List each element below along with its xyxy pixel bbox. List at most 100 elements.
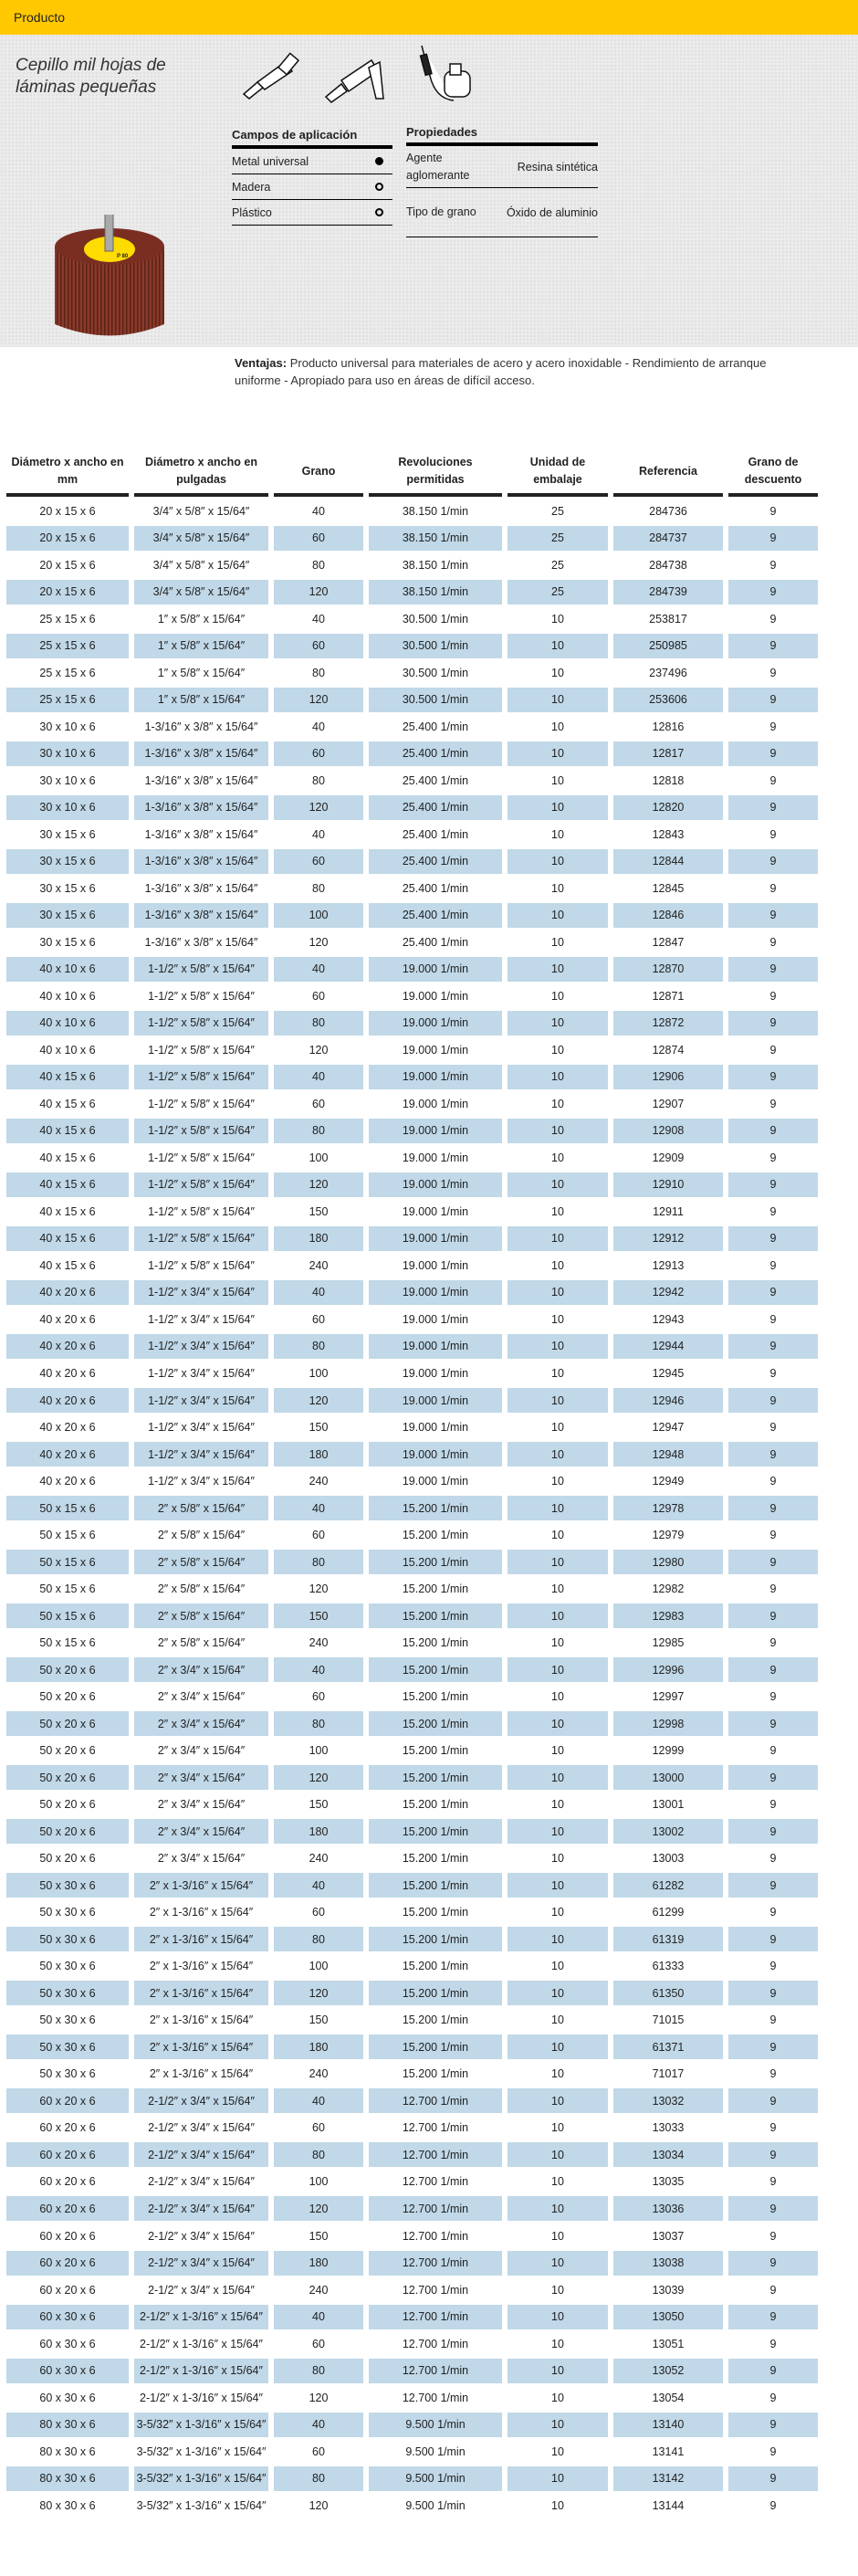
cell-grano-descuento: 9: [728, 1603, 818, 1629]
cell-revoluciones: 15.200 1/min: [402, 1744, 469, 1758]
cell-grano: 60: [312, 1529, 325, 1542]
cell-grano: 120: [274, 579, 363, 605]
cell-diametro-pulgadas: 2-1/2″ x 3/4″ x 15/64″: [134, 2088, 268, 2114]
cell-diametro-pulgadas: 1-1/2″ x 3/4″ x 15/64″: [134, 1279, 268, 1305]
cell-referencia: 12847: [652, 935, 685, 949]
cell-grano-descuento: 9: [728, 1388, 818, 1414]
cell-referencia: 12949: [652, 1475, 685, 1488]
cell-referencia: 253606: [613, 687, 723, 712]
cell-diametro-mm: 50 x 15 x 6: [39, 1582, 96, 1596]
cell-revoluciones: 19.000 1/min: [402, 1043, 469, 1057]
cell-grano-descuento: 9: [769, 935, 777, 949]
cell-unidad-embalaje: 10: [507, 1010, 608, 1036]
cell-revoluciones: 19.000 1/min: [402, 1421, 469, 1435]
propiedad-value: Óxido de aluminio: [506, 205, 598, 219]
cell-diametro-mm: 40 x 15 x 6: [6, 1172, 129, 1197]
cell-grano-descuento: 9: [728, 1010, 818, 1036]
product-title: Cepillo mil hojas de láminas pequeñas: [16, 56, 166, 97]
empty-circle-icon: [375, 208, 383, 216]
cell-grano: 120: [274, 1981, 363, 2006]
cell-grano-descuento: 9: [769, 1529, 777, 1542]
cell-revoluciones: 19.000 1/min: [369, 1225, 502, 1251]
cell-grano: 60: [312, 2337, 325, 2350]
cell-diametro-pulgadas: 2″ x 1-3/16″ x 15/64″: [134, 1873, 268, 1898]
cell-referencia: 284737: [613, 525, 723, 551]
cell-unidad-embalaje: 10: [551, 1258, 564, 1272]
cell-diametro-mm: 50 x 15 x 6: [6, 1603, 129, 1629]
cell-revoluciones: 15.200 1/min: [402, 1582, 469, 1596]
cell-unidad-embalaje: 10: [507, 2358, 608, 2383]
cell-grano-descuento: 9: [769, 989, 777, 1003]
cell-diametro-mm: 50 x 20 x 6: [6, 1765, 129, 1791]
cell-grano: 120: [274, 1172, 363, 1197]
cell-diametro-mm: 60 x 20 x 6: [39, 2283, 96, 2297]
cell-unidad-embalaje: 10: [507, 2142, 608, 2168]
cell-diametro-mm: 50 x 20 x 6: [6, 1657, 129, 1683]
cell-grano: 60: [312, 2121, 325, 2135]
cell-unidad-embalaje: 10: [507, 2250, 608, 2276]
cell-grano: 120: [274, 794, 363, 820]
cell-unidad-embalaje: 25: [507, 579, 608, 605]
cell-grano-descuento: 9: [728, 525, 818, 551]
cell-revoluciones: 30.500 1/min: [402, 612, 469, 626]
cell-diametro-pulgadas: 2-1/2″ x 3/4″ x 15/64″: [148, 2229, 255, 2243]
cell-referencia: 61319: [613, 1927, 723, 1952]
cell-grano-descuento: 9: [769, 2337, 777, 2350]
cell-unidad-embalaje: 10: [551, 2391, 564, 2404]
cell-referencia: 12818: [652, 773, 685, 787]
cell-grano: 80: [274, 1118, 363, 1143]
cell-grano-descuento: 9: [769, 720, 777, 733]
cell-unidad-embalaje: 10: [507, 1172, 608, 1197]
cell-unidad-embalaje: 10: [507, 1981, 608, 2006]
cell-revoluciones: 15.200 1/min: [402, 1529, 469, 1542]
cell-grano-descuento: 9: [728, 2196, 818, 2222]
cell-diametro-pulgadas: 2″ x 1-3/16″ x 15/64″: [149, 1906, 254, 1919]
cell-grano: 60: [274, 741, 363, 766]
cell-diametro-mm: 60 x 30 x 6: [6, 2304, 129, 2329]
cell-grano: 60: [312, 1312, 325, 1326]
cell-diametro-pulgadas: 3/4″ x 5/8″ x 15/64″: [152, 558, 250, 572]
cell-unidad-embalaje: 10: [507, 1765, 608, 1791]
cell-diametro-pulgadas: 2-1/2″ x 1-3/16″ x 15/64″: [140, 2391, 263, 2404]
cell-grano: 150: [309, 2229, 329, 2243]
cell-grano: 240: [309, 1258, 329, 1272]
cell-diametro-mm: 50 x 30 x 6: [6, 1873, 129, 1898]
cell-grano-descuento: 9: [728, 1927, 818, 1952]
cell-diametro-pulgadas: 2″ x 1-3/16″ x 15/64″: [149, 1960, 254, 1973]
column-header-revoluciones: Revoluciones permitidas: [369, 449, 502, 497]
cell-unidad-embalaje: 10: [551, 1852, 564, 1866]
cell-unidad-embalaje: 10: [507, 1118, 608, 1143]
cell-grano: 120: [309, 935, 329, 949]
cell-grano: 80: [274, 1550, 363, 1575]
cell-revoluciones: 12.700 1/min: [369, 2088, 502, 2114]
cell-grano-descuento: 9: [728, 1657, 818, 1683]
cell-diametro-pulgadas: 1-1/2″ x 5/8″ x 15/64″: [134, 1225, 268, 1251]
cell-diametro-mm: 60 x 20 x 6: [6, 2142, 129, 2168]
cell-grano: 120: [274, 687, 363, 712]
cell-diametro-pulgadas: 1-3/16″ x 3/8″ x 15/64″: [134, 902, 268, 928]
header-label: Producto: [14, 10, 66, 25]
cell-diametro-mm: 20 x 15 x 6: [6, 525, 129, 551]
cell-revoluciones: 30.500 1/min: [402, 666, 469, 679]
cell-referencia: 13054: [652, 2391, 685, 2404]
cell-revoluciones: 30.500 1/min: [369, 633, 502, 658]
cell-diametro-mm: 80 x 30 x 6: [39, 2445, 96, 2458]
propiedad-row: Agente aglomerante Resina sintética: [406, 146, 598, 188]
cell-unidad-embalaje: 10: [551, 1582, 564, 1596]
cell-grano-descuento: 9: [728, 902, 818, 928]
cell-diametro-pulgadas: 1″ x 5/8″ x 15/64″: [157, 612, 246, 626]
cell-grano-descuento: 9: [728, 2142, 818, 2168]
cell-referencia: 12996: [613, 1657, 723, 1683]
cell-diametro-pulgadas: 2″ x 3/4″ x 15/64″: [157, 1744, 246, 1758]
cell-revoluciones: 15.200 1/min: [369, 1711, 502, 1737]
cell-diametro-pulgadas: 2″ x 3/4″ x 15/64″: [134, 1819, 268, 1845]
cell-diametro-pulgadas: 1-1/2″ x 5/8″ x 15/64″: [134, 956, 268, 982]
cell-referencia: 61282: [613, 1873, 723, 1898]
cell-referencia: 12910: [613, 1172, 723, 1197]
cell-diametro-pulgadas: 1-1/2″ x 5/8″ x 15/64″: [134, 1010, 268, 1036]
cell-revoluciones: 15.200 1/min: [369, 1765, 502, 1791]
cell-diametro-mm: 50 x 30 x 6: [6, 1927, 129, 1952]
cell-unidad-embalaje: 10: [551, 827, 564, 841]
cell-grano: 80: [312, 773, 325, 787]
cell-referencia: 12945: [652, 1367, 685, 1380]
